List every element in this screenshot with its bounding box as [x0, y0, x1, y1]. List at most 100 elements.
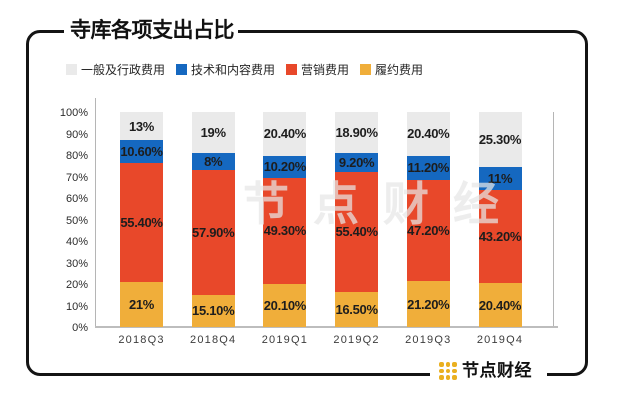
stacked-bar-2019Q3: 20.40% 11.20% 47.20% 21.20% — [406, 112, 450, 327]
stacked-bar-2018Q3: 13% 10.60% 55.40% 21% — [120, 112, 163, 327]
brand-dot — [439, 368, 444, 374]
legend-item: 营销费用 — [286, 61, 349, 78]
y-tick-label: 50% — [65, 214, 88, 227]
y-tick-label: 90% — [65, 128, 88, 141]
plot-right-border — [553, 112, 554, 327]
brand-dot — [445, 362, 451, 367]
bar-segment: 15.10% — [191, 294, 235, 327]
brand-dot — [445, 368, 451, 374]
segment-value-label: 11.20% — [407, 160, 450, 176]
legend-label: 技术和内容费用 — [191, 63, 276, 77]
legend-swatch-icon — [66, 64, 77, 75]
segment-value-label: 11% — [487, 170, 513, 186]
x-tick-label: 2018Q3 — [118, 334, 165, 346]
bar-segment: 21% — [120, 281, 163, 327]
segment-value-label: 55.40% — [335, 224, 378, 240]
legend-item: 履约费用 — [360, 61, 423, 78]
segment-value-label: 8% — [204, 153, 223, 169]
legend-swatch-icon — [176, 64, 188, 75]
brand-name: 节点财经 — [462, 361, 532, 380]
brand-logo: 节点财经 — [439, 362, 532, 380]
bar-segment: 20.10% — [263, 283, 307, 327]
segment-value-label: 49.30% — [263, 223, 307, 239]
segment-value-label: 9.20% — [338, 155, 375, 171]
bar-segment: 20.40% — [478, 283, 522, 327]
segment-value-label: 10.20% — [263, 159, 307, 175]
segment-value-label: 20.40% — [478, 297, 522, 313]
segment-value-label: 15.10% — [192, 303, 235, 319]
chart-legend: 一般及行政费用 技术和内容费用 营销费用 履约费用 — [66, 61, 423, 78]
y-tick-label: 0% — [72, 322, 88, 334]
legend-label: 履约费用 — [375, 63, 424, 77]
segment-value-label: 13% — [128, 118, 155, 134]
stacked-bar-2019Q1: 20.40% 10.20% 49.30% 20.10% — [263, 112, 307, 327]
segment-value-label: 21.20% — [407, 296, 450, 312]
brand-dot — [452, 362, 457, 367]
y-tick-label: 40% — [65, 236, 88, 248]
brand-dot — [452, 375, 457, 380]
brand-dot — [452, 368, 457, 374]
bar-segment: 18.90% — [335, 112, 379, 153]
segment-value-label: 20.40% — [407, 126, 450, 142]
legend-label: 营销费用 — [301, 63, 350, 77]
segment-value-label: 43.20% — [478, 229, 522, 245]
bar-segment: 49.30% — [263, 177, 307, 284]
bar-segment: 9.20% — [335, 152, 379, 173]
bar-segment: 10.60% — [120, 139, 163, 163]
bar-segment: 16.50% — [335, 291, 379, 327]
segment-value-label: 20.10% — [263, 297, 307, 313]
x-tick-label: 2019Q1 — [261, 334, 309, 346]
bar-segment: 8% — [191, 152, 235, 171]
bar-segment: 10.20% — [263, 155, 307, 178]
stacked-bar-2019Q4: 25.30% 11% 43.20% 20.40% — [478, 112, 522, 327]
bar-segment: 47.20% — [406, 179, 450, 282]
x-tick-label: 2018Q4 — [190, 334, 237, 346]
segment-value-label: 25.30% — [478, 131, 522, 147]
y-tick-label: 60% — [65, 193, 88, 205]
y-tick-label: 30% — [65, 257, 88, 270]
bar-segment: 55.40% — [120, 162, 163, 282]
bar-segment: 13% — [120, 112, 163, 140]
bar-segment: 11.20% — [406, 155, 450, 180]
y-tick-label: 100% — [59, 107, 88, 119]
dot-grid-icon — [439, 362, 457, 380]
y-tick-label: 70% — [65, 171, 88, 184]
segment-value-label: 55.40% — [120, 214, 163, 230]
stacked-bar-2018Q4: 19% 8% 57.90% 15.10% — [191, 112, 235, 327]
y-axis-line — [95, 98, 96, 327]
bar-segment: 25.30% — [478, 112, 522, 167]
segment-value-label: 10.60% — [120, 143, 163, 159]
x-tick-label: 2019Q4 — [476, 334, 524, 346]
bar-segment: 11% — [478, 166, 522, 191]
legend-swatch-icon — [360, 64, 372, 75]
segment-value-label: 20.40% — [263, 126, 307, 142]
legend-swatch-icon — [286, 64, 298, 75]
segment-value-label: 18.90% — [335, 124, 378, 140]
legend-item: 一般及行政费用 — [66, 61, 165, 78]
chart-title: 寺库各项支出占比 — [70, 19, 235, 42]
segment-value-label: 57.90% — [192, 224, 235, 240]
frame-logo-gap — [430, 366, 547, 380]
bar-segment: 20.40% — [263, 112, 307, 156]
legend-label: 一般及行政费用 — [81, 63, 166, 77]
legend-item: 技术和内容费用 — [176, 61, 275, 78]
bar-segment: 21.20% — [406, 281, 450, 327]
segment-value-label: 19% — [200, 124, 226, 140]
segment-value-label: 21% — [128, 296, 155, 312]
y-tick-label: 10% — [65, 300, 88, 313]
bar-segment: 57.90% — [191, 170, 235, 295]
bar-segment: 20.40% — [406, 112, 450, 156]
segment-value-label: 47.20% — [407, 223, 450, 239]
stacked-bar-2019Q2: 18.90% 9.20% 55.40% 16.50% — [335, 112, 379, 327]
x-tick-label: 2019Q3 — [405, 334, 452, 346]
bar-segment: 55.40% — [335, 172, 379, 292]
x-axis-line — [95, 326, 558, 328]
y-tick-label: 80% — [65, 150, 88, 162]
frame-title-gap — [64, 25, 238, 38]
decorative-frame — [26, 30, 588, 376]
bar-segment: 19% — [191, 112, 235, 153]
y-tick-label: 20% — [65, 279, 88, 291]
bar-segment: 43.20% — [478, 190, 522, 284]
brand-dot — [439, 362, 444, 367]
